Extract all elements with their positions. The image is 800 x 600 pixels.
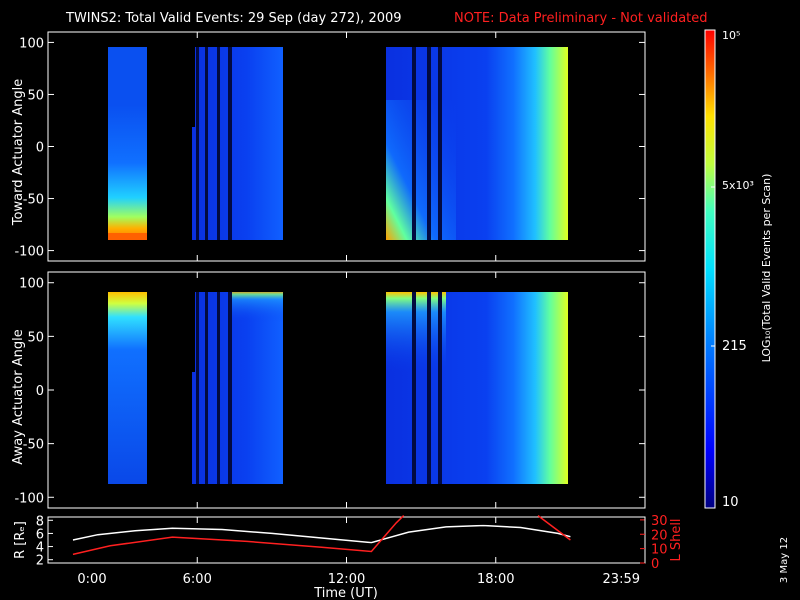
ytick-label: -50 [23, 438, 44, 453]
ytick-label: 100 [19, 277, 44, 292]
colorbar-tick-min: 10 [722, 495, 739, 510]
xtick-label: 12:00 [328, 572, 365, 587]
ephemeris-xlabel: Time (UT) [313, 586, 378, 600]
xtick-label: 6:00 [183, 572, 212, 587]
ytick-label: 50 [27, 330, 44, 345]
panel-toward-data [108, 47, 568, 240]
ephemeris-xticks: 0:00 6:00 12:00 18:00 23:59 [47, 32, 646, 587]
ephemeris-y2label: L Shell [669, 518, 684, 561]
colorbar: 10⁵ 5x10³ 215 10 LOG₁₀(Total Valid Event… [704, 29, 773, 510]
date-stamp: 3 May 12 [779, 537, 790, 583]
xtick-label: 23:59 [603, 572, 640, 587]
colorbar-label: LOG₁₀(Total Valid Events per Scan) [760, 174, 773, 363]
toward-block-3-fade [386, 100, 456, 240]
ytick-label: 0 [36, 384, 44, 399]
away-ylabel: Away Actuator Angle [11, 329, 26, 464]
lshell-series-line [538, 516, 570, 540]
y2tick-label: 10 [651, 543, 668, 558]
ytick-label: 8 [36, 514, 44, 529]
panel-toward: Toward Actuator Angle 100 50 0 -50 -100 [11, 31, 646, 262]
colorbar-tick-max: 10⁵ [722, 29, 740, 42]
ytick-label: -100 [14, 491, 44, 506]
colorbar-tick-215: 215 [722, 339, 747, 354]
lshell-series-line [73, 516, 404, 555]
panel-away: Away Actuator Angle 100 50 0 -50 -100 [11, 271, 646, 509]
xtick-label: 18:00 [477, 572, 514, 587]
ytick-label: 4 [36, 541, 44, 556]
ephemeris-lines [73, 516, 571, 555]
panel-away-data [108, 292, 568, 484]
ephemeris-ylabel: R [Rₑ] [13, 521, 28, 559]
away-block-1 [108, 292, 147, 484]
preliminary-note: NOTE: Data Preliminary - Not validated [454, 11, 708, 26]
y2tick-label: 20 [651, 528, 668, 543]
away-yticks: 100 50 0 -50 -100 [14, 277, 645, 506]
ytick-label: 6 [36, 527, 44, 542]
colorbar-gradient [704, 29, 716, 509]
ytick-label: -100 [14, 245, 44, 260]
ytick-label: 0 [36, 141, 44, 156]
ytick-label: 100 [19, 36, 44, 51]
toward-block-1 [108, 47, 147, 240]
chart-title: TWINS2: Total Valid Events: 29 Sep (day … [65, 11, 402, 26]
xtick-label: 0:00 [77, 572, 106, 587]
y2tick-label: 30 [651, 514, 668, 529]
ytick-label: -50 [23, 193, 44, 208]
y2tick-label: 0 [651, 557, 659, 572]
toward-ylabel: Toward Actuator Angle [11, 79, 26, 226]
toward-yticks: 100 50 0 -50 -100 [14, 36, 645, 260]
colorbar-tick-5x10e3: 5x10³ [722, 179, 754, 192]
r-series-line [73, 526, 571, 543]
ytick-label: 50 [27, 88, 44, 103]
ytick-label: 2 [36, 554, 44, 569]
